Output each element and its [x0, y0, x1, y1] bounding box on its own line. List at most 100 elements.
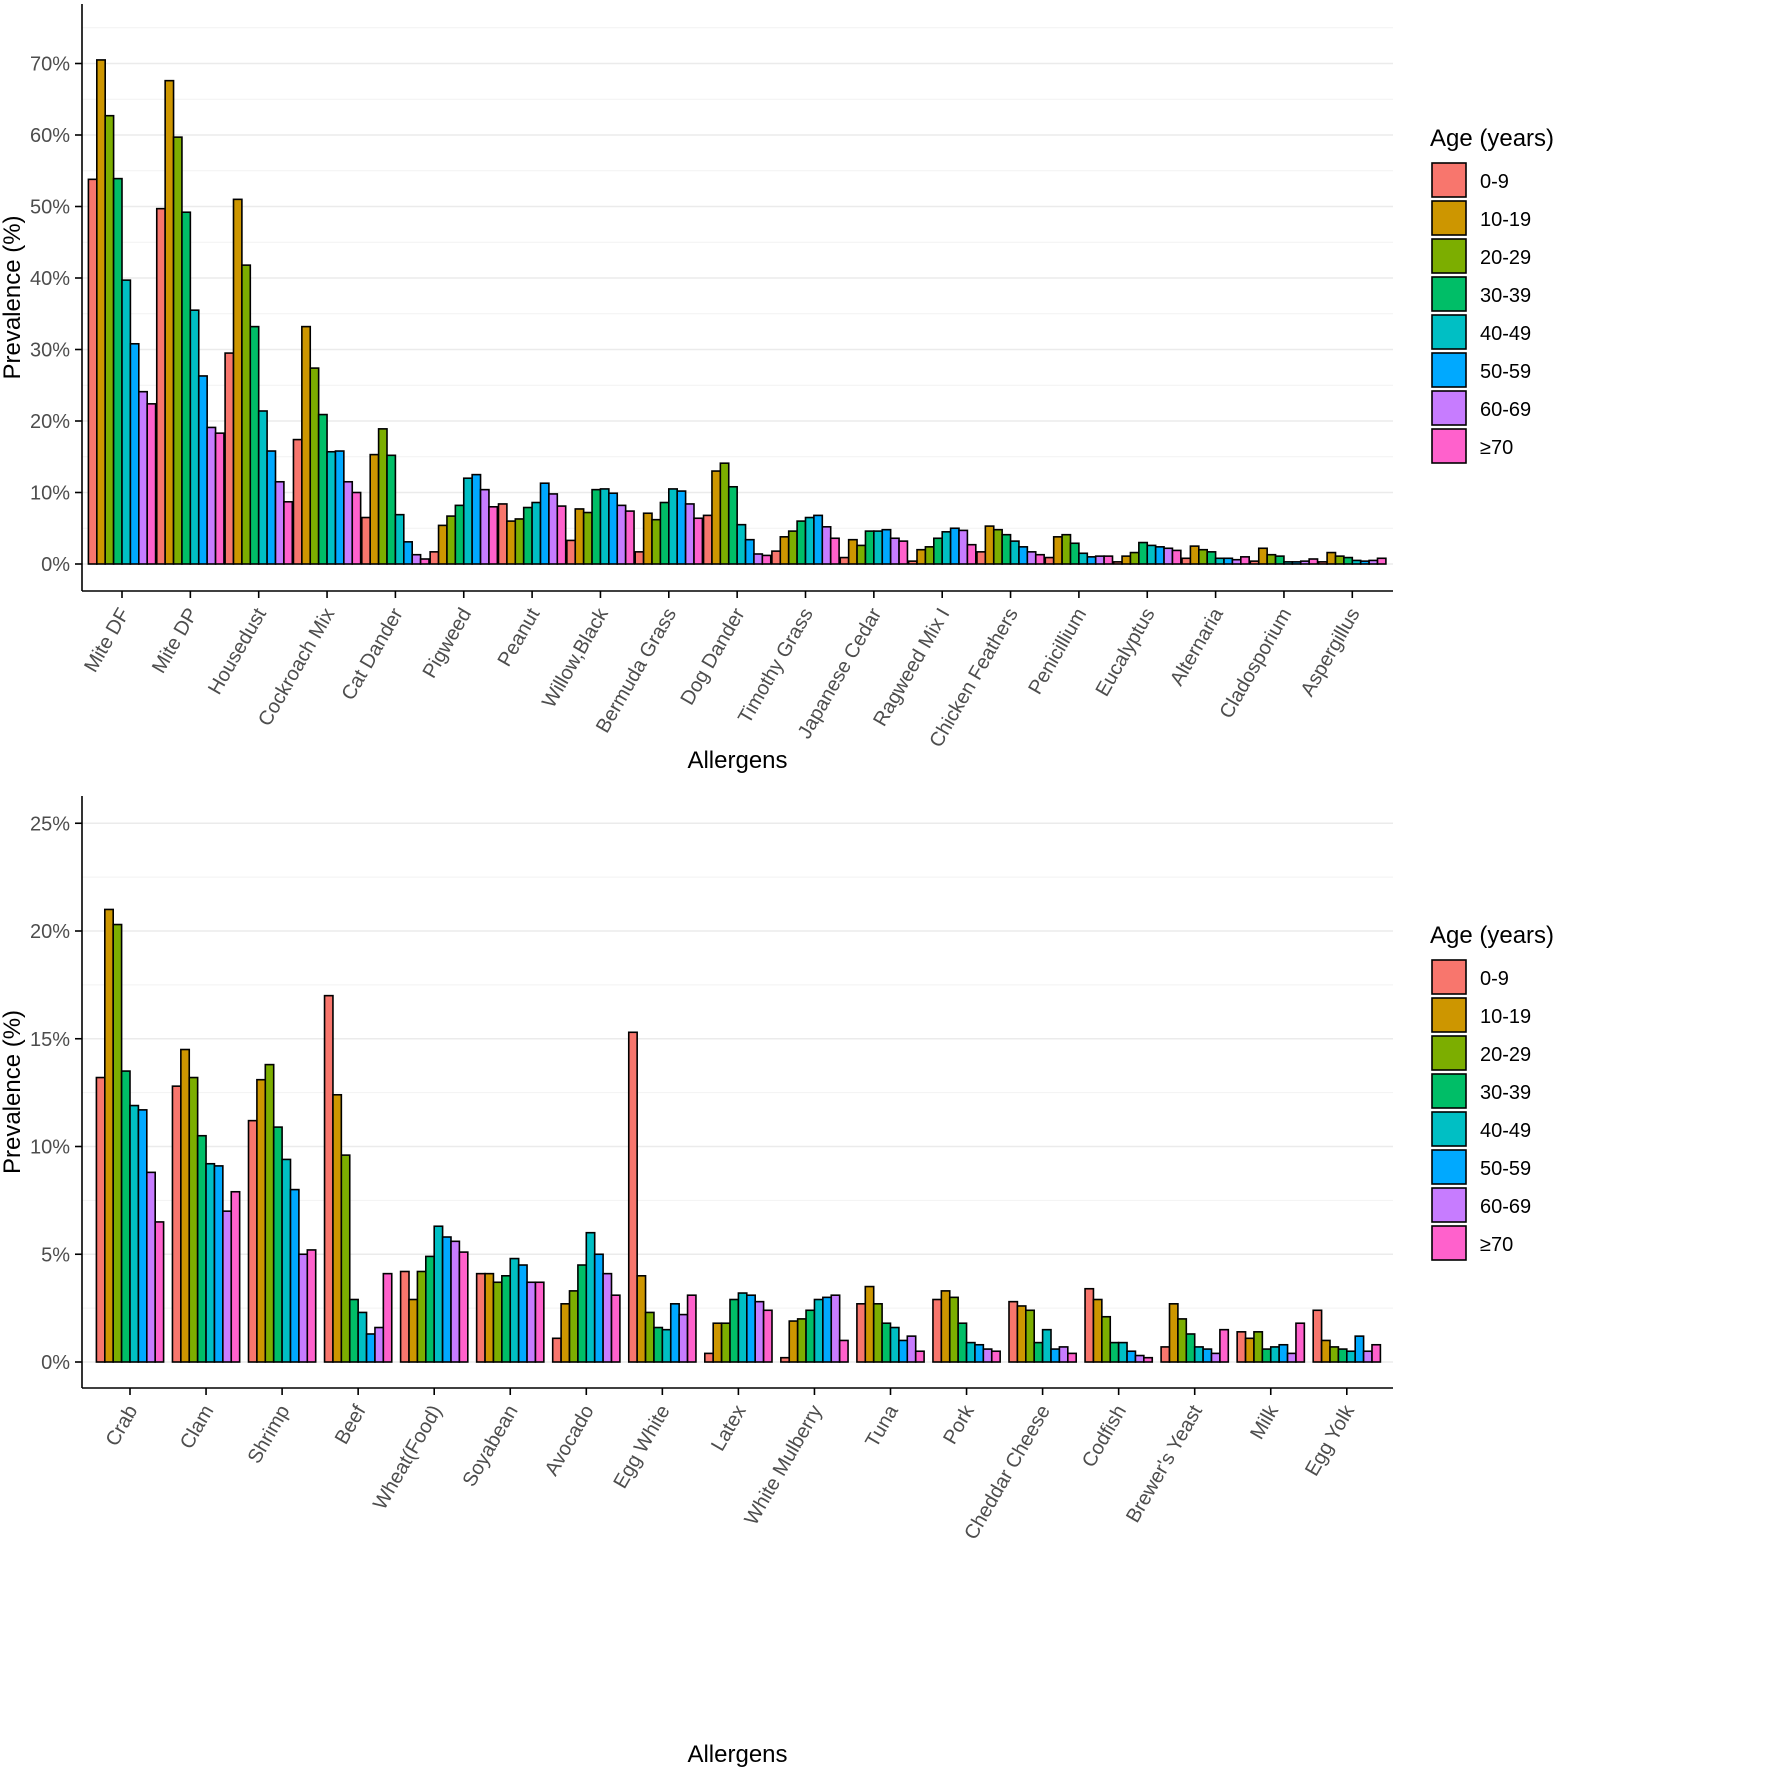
bar-cockroach-mix-30-39: [317, 413, 328, 565]
bar-aspergillus-50-59: [1359, 560, 1370, 565]
bar-avocado--70: [610, 1294, 621, 1363]
legend-swatch: [1431, 1149, 1467, 1185]
bar-dog-dander-60-69: [753, 553, 764, 565]
bar-white-mulberry-60-69: [830, 1294, 841, 1363]
bar-pork-10-19: [940, 1290, 951, 1363]
bar-timothy-grass--70: [829, 537, 840, 565]
bar-penicillium--70: [1103, 555, 1114, 565]
bar-cheddar-cheese-0-9: [1008, 1300, 1019, 1363]
bar-willow-black-20-29: [582, 511, 593, 565]
bar-housedust-0-9: [224, 352, 235, 565]
bar-crab-40-49: [129, 1104, 140, 1363]
bar-ragweed-mix-i-30-39: [932, 537, 943, 565]
bar-egg-white-30-39: [653, 1326, 664, 1363]
bar-wheat-food--60-69: [450, 1240, 461, 1363]
bar-pork-20-29: [948, 1296, 959, 1363]
bar-timothy-grass-60-69: [821, 526, 832, 565]
legend-swatch: [1431, 162, 1467, 198]
bar-alternaria-50-59: [1223, 557, 1234, 565]
y-axis-title: Prevalence (%): [0, 215, 26, 379]
bar-peanut-40-49: [531, 501, 542, 565]
x-axis-title: Allergens: [687, 1741, 787, 1768]
bar-aspergillus-30-39: [1343, 556, 1354, 565]
bar-shrimp--70: [306, 1249, 317, 1363]
bar-egg-white-60-69: [678, 1313, 689, 1363]
x-tick-label: Codfish: [1078, 1402, 1131, 1472]
bar-cat-dander-50-59: [402, 541, 413, 565]
bar-latex--70: [762, 1309, 773, 1363]
legend-swatch: [1431, 238, 1467, 274]
bar-crab--70: [154, 1221, 165, 1363]
bar-beef-40-49: [357, 1311, 368, 1363]
bar-white-mulberry-40-49: [813, 1298, 824, 1363]
bar-white-mulberry-30-39: [805, 1309, 816, 1363]
chart-inhalant-allergens: 0% 10% 20% 30% 40% 50% 60% 70% Mite DF Mite DP Hou…: [0, 4, 1393, 774]
bar-mite-df-10-19: [96, 59, 107, 565]
bar-tuna-20-29: [872, 1303, 883, 1363]
legend-label: 30-39: [1480, 1082, 1531, 1104]
x-tick-label: Beef: [331, 1401, 371, 1448]
bar-latex-30-39: [729, 1298, 740, 1363]
bar-cockroach-mix-20-29: [309, 367, 320, 565]
y-tick-label: 60%: [30, 125, 70, 147]
bar-housedust-10-19: [232, 198, 243, 565]
bar-tuna-10-19: [864, 1285, 875, 1363]
bar-peanut--70: [556, 505, 567, 565]
bar-avocado-0-9: [551, 1337, 562, 1363]
bar-alternaria-0-9: [1181, 557, 1192, 565]
bar-ragweed-mix-i-50-59: [949, 527, 960, 565]
bar-beef-60-69: [374, 1326, 385, 1363]
bar-milk-20-29: [1253, 1331, 1264, 1363]
bar-egg-yolk-60-69: [1362, 1350, 1373, 1363]
bar-pigweed--70: [488, 505, 499, 565]
bar-housedust-30-39: [249, 325, 260, 565]
bar-shrimp-0-9: [247, 1119, 258, 1363]
bar-milk-60-69: [1286, 1352, 1297, 1363]
bar-bermuda-grass-50-59: [676, 490, 687, 565]
bar-crab-0-9: [95, 1076, 106, 1363]
x-tick-label: Mite DP: [148, 605, 203, 678]
x-tick-label: Eucalyptus: [1092, 605, 1160, 701]
bar-peanut-30-39: [522, 506, 533, 565]
x-tick-label: Timothy Grass: [734, 605, 818, 728]
legend-swatch: [1431, 1111, 1467, 1147]
legend-title: Age (years): [1430, 125, 1554, 152]
legend-swatch: [1431, 1187, 1467, 1223]
bar-avocado-50-59: [593, 1253, 604, 1363]
bar-wheat-food---70: [458, 1251, 469, 1363]
y-tick-label: 15%: [30, 1029, 70, 1051]
y-tick-label: 40%: [30, 268, 70, 290]
bar-dog-dander-0-9: [702, 514, 713, 565]
y-tick-label: 0%: [41, 1352, 70, 1374]
bar-dog-dander-20-29: [719, 462, 730, 565]
legend-top: Age (years) 0-9 10-19 20-29 30-39 40-49 50-59 6…: [1430, 125, 1554, 464]
bar-bermuda-grass-20-29: [651, 518, 662, 565]
bar-brewer-s-yeast-40-49: [1193, 1346, 1204, 1363]
bar-bermuda-grass-30-39: [659, 501, 670, 565]
bar-peanut-20-29: [514, 518, 525, 565]
bar-cat-dander-30-39: [386, 454, 397, 565]
y-tick-label: 30%: [30, 340, 70, 362]
bar-brewer-s-yeast-60-69: [1210, 1352, 1221, 1363]
legend-label: 50-59: [1480, 1158, 1531, 1180]
x-tick-label: Avocado: [541, 1402, 599, 1480]
bar-clam-20-29: [188, 1076, 199, 1363]
legend-bottom: Age (years) 0-9 10-19 20-29 30-39 40-49 50-59 6…: [1430, 922, 1554, 1261]
bar-cheddar-cheese-20-29: [1025, 1309, 1036, 1363]
bar-dog-dander-10-19: [711, 470, 722, 565]
legend-swatch: [1431, 352, 1467, 388]
legend-swatch: [1431, 390, 1467, 426]
bar-mite-dp-30-39: [181, 211, 192, 565]
bar-shrimp-50-59: [289, 1188, 300, 1363]
bar-japanese-cedar-0-9: [839, 556, 850, 565]
legend-label: 50-59: [1480, 361, 1531, 383]
bar-chicken-feathers-50-59: [1018, 546, 1029, 565]
bar-willow-black-40-49: [599, 488, 610, 565]
bar-cladosporium-30-39: [1274, 555, 1285, 565]
bar-avocado-20-29: [568, 1290, 579, 1363]
bar-pigweed-30-39: [454, 504, 465, 565]
bar-mite-dp--70: [214, 432, 225, 565]
bar-brewer-s-yeast-10-19: [1168, 1303, 1179, 1363]
bar-egg-yolk-10-19: [1320, 1339, 1331, 1363]
